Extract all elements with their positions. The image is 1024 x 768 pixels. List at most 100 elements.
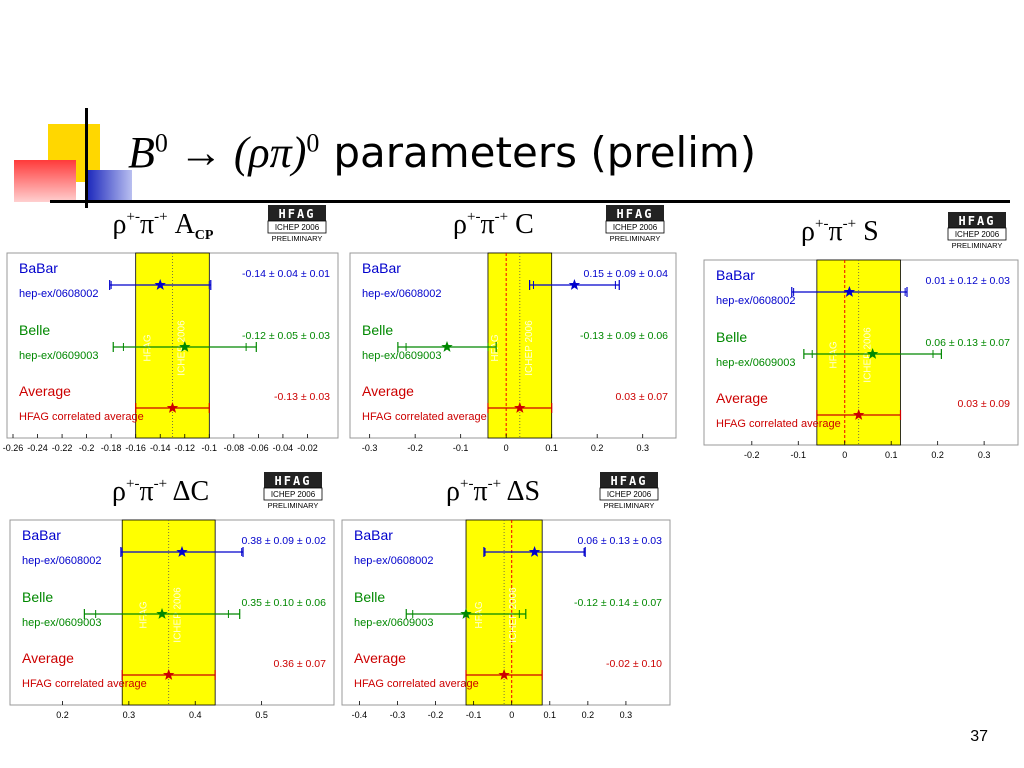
- chart-title-part-1: +-: [815, 216, 828, 232]
- x-tick-label: -0.24: [27, 443, 48, 453]
- chart-title-part-3: -+: [154, 476, 167, 492]
- babar-value-label: 0.01 ± 0.12 ± 0.03: [925, 275, 1010, 287]
- babar-label: BaBar: [362, 260, 401, 276]
- hfag-badge-mid-bg: [263, 487, 323, 501]
- babar-sublabel: hep-ex/0608002: [362, 288, 442, 300]
- average-label: Average: [354, 650, 406, 666]
- chart-title-part-2: π: [139, 476, 153, 507]
- x-tick-label: -0.2: [407, 443, 423, 453]
- watermark-hfag: HFAG: [829, 341, 840, 368]
- hfag-badge-top-bg: [600, 472, 658, 488]
- belle-value-label: -0.12 ± 0.05 ± 0.03: [242, 330, 330, 342]
- x-tick-label: 0.3: [978, 450, 991, 460]
- babar-sublabel: hep-ex/0608002: [19, 288, 99, 300]
- belle-value-label: -0.12 ± 0.14 ± 0.07: [574, 597, 662, 609]
- average-sublabel: HFAG correlated average: [716, 418, 841, 430]
- babar-label: BaBar: [354, 527, 393, 543]
- deco-red-square: [14, 160, 76, 202]
- belle-value-label: -0.13 ± 0.09 ± 0.06: [580, 330, 668, 342]
- belle-value-label: 0.06 ± 0.13 ± 0.07: [925, 337, 1010, 349]
- x-tick-label: -0.14: [150, 443, 171, 453]
- x-tick-label: -0.2: [79, 443, 95, 453]
- chart-title-part-1: +-: [460, 476, 473, 492]
- page-number: 37: [970, 728, 988, 745]
- x-tick-label: 0: [509, 710, 514, 720]
- babar-value-label: 0.06 ± 0.13 ± 0.03: [577, 535, 662, 547]
- hfag-badge-mid: ICHEP 2006: [955, 230, 1000, 239]
- babar-sublabel: hep-ex/0608002: [716, 295, 796, 307]
- x-tick-label: -0.26: [3, 443, 24, 453]
- x-tick-label: -0.2: [744, 450, 760, 460]
- chart-title-part-3: -+: [488, 476, 501, 492]
- x-tick-label: 0.3: [636, 443, 649, 453]
- hfag-badge-bottom: PRELIMINARY: [610, 234, 661, 243]
- watermark-ichep: ICHEP 2006: [177, 320, 188, 376]
- hfag-badge-top: HFAG: [275, 474, 312, 488]
- chart-title-part-2: π: [473, 476, 487, 507]
- title-math: B0 → (ρπ)0: [128, 127, 320, 177]
- chart-title-part-0: ρ: [113, 209, 127, 240]
- average-point-star: [166, 402, 179, 413]
- average-sublabel: HFAG correlated average: [19, 411, 144, 423]
- hfag-badge-top: HFAG: [279, 207, 316, 221]
- hfag-badge-top: HFAG: [617, 207, 654, 221]
- babar-value-label: -0.14 ± 0.04 ± 0.01: [242, 268, 330, 280]
- x-tick-label: 0.5: [255, 710, 268, 720]
- babar-point-star: [568, 279, 581, 290]
- x-tick-label: -0.1: [453, 443, 469, 453]
- average-value-label: 0.03 ± 0.07: [616, 391, 669, 403]
- chart-title-part-4: ΔS: [501, 476, 540, 507]
- x-tick-label: -0.3: [390, 710, 406, 720]
- chart-title-part-0: ρ: [801, 216, 815, 247]
- x-tick-label: -0.2: [428, 710, 444, 720]
- chart-title-part-2: π: [480, 209, 494, 240]
- belle-label: Belle: [362, 322, 393, 338]
- chart-title-part-3: -+: [843, 216, 856, 232]
- hfag-badge-mid-bg: [605, 220, 665, 234]
- average-value-label: -0.02 ± 0.10: [606, 658, 662, 670]
- average-point-star: [498, 669, 510, 680]
- chart-title: ρ+-π-+ ΔS: [446, 476, 540, 507]
- hfag-badge-mid-bg: [599, 487, 659, 501]
- chart-title-part-3: -+: [495, 209, 508, 225]
- hfag-badge-mid: ICHEP 2006: [271, 490, 316, 499]
- average-point-star: [163, 669, 175, 680]
- chart-title-part-0: ρ: [112, 476, 126, 507]
- babar-sublabel: hep-ex/0608002: [22, 555, 102, 567]
- x-tick-label: -0.04: [273, 443, 294, 453]
- belle-value-label: 0.35 ± 0.10 ± 0.06: [241, 597, 326, 609]
- hfag-badge-mid: ICHEP 2006: [607, 490, 652, 499]
- chart-acp: ρ+-π-+ ACP HFAG ICHEP 2006 PRELIMINARY HFAG I…: [3, 205, 339, 453]
- x-tick-label: 0.1: [545, 443, 558, 453]
- average-point-star: [853, 409, 865, 420]
- title-text: parameters (prelim): [333, 127, 757, 177]
- watermark-ichep: ICHEP 2006: [524, 320, 535, 376]
- x-tick-label: 0: [504, 443, 509, 453]
- average-value-label: 0.36 ± 0.07: [274, 658, 327, 670]
- x-tick-label: -0.1: [791, 450, 807, 460]
- babar-label: BaBar: [22, 527, 61, 543]
- slide-title: B0 → (ρπ)0 parameters (prelim): [128, 112, 756, 192]
- babar-value-label: 0.38 ± 0.09 ± 0.02: [241, 535, 326, 547]
- hfag-badge-bottom: PRELIMINARY: [952, 241, 1003, 250]
- hfag-badge-mid-bg: [947, 227, 1007, 241]
- chart-title-part-2: π: [140, 209, 154, 240]
- chart-title-part-1: +-: [126, 476, 139, 492]
- x-tick-label: 0.3: [123, 710, 136, 720]
- x-tick-label: 0: [842, 450, 847, 460]
- chart-title-part-4: C: [508, 209, 534, 240]
- hfag-badge-top: HFAG: [611, 474, 648, 488]
- chart-title-part-4: S: [856, 216, 879, 247]
- deco-blue-square: [88, 170, 132, 202]
- belle-sublabel: hep-ex/0609003: [19, 350, 99, 362]
- x-tick-label: -0.16: [125, 443, 146, 453]
- hfag-badge-bottom: PRELIMINARY: [268, 501, 319, 510]
- hfag-badge-mid: ICHEP 2006: [613, 223, 658, 232]
- chart-title-part-1: +-: [467, 209, 480, 225]
- chart-title-subscript: CP: [195, 228, 214, 243]
- belle-sublabel: hep-ex/0609003: [354, 617, 434, 629]
- chart-title-part-0: ρ: [446, 476, 460, 507]
- watermark-ichep: ICHEP 2006: [173, 587, 184, 643]
- chart-title-part-3: -+: [154, 209, 167, 225]
- chart-title-part-0: ρ: [453, 209, 467, 240]
